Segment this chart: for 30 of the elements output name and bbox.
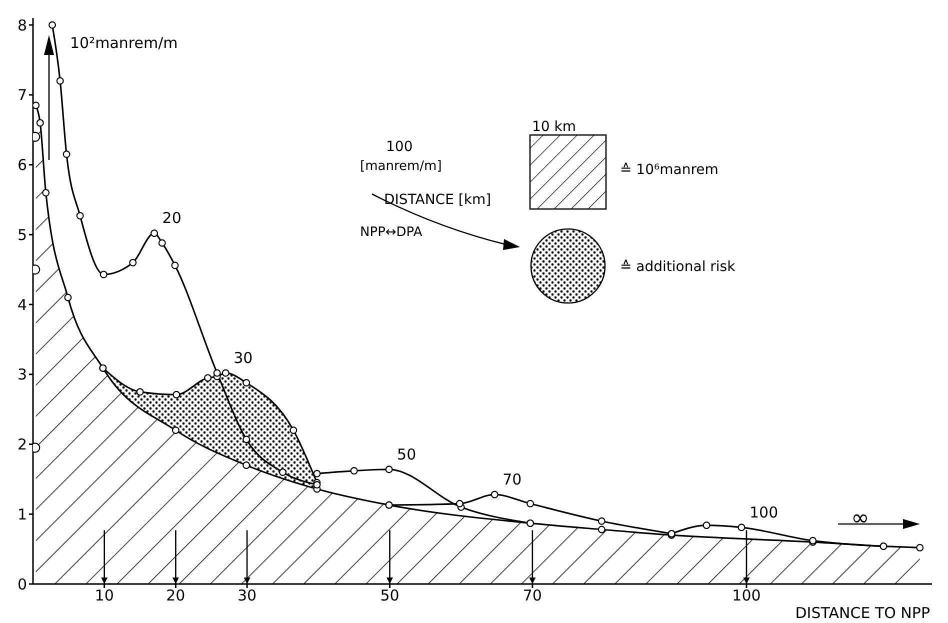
annotation: DISTANCE [km]	[384, 192, 492, 208]
x-tick-label: 30	[238, 586, 257, 605]
annotation: ≙ 10⁶manrem	[620, 162, 718, 178]
x-tick-label: 70	[522, 586, 542, 605]
x-tick-label: 20	[166, 586, 186, 605]
annotation: 10 km	[532, 119, 576, 135]
y-tick-label: 1	[17, 505, 27, 524]
y-tick-label: 0	[17, 575, 27, 594]
x-tick-label: 50	[380, 586, 400, 605]
y-tick-label: 2	[17, 436, 27, 454]
y-tick-label: 7	[17, 86, 27, 104]
y-tick-label: 6	[17, 156, 27, 174]
y-tick-label: 3	[17, 366, 27, 384]
x-tick-label: 100	[732, 586, 761, 605]
annotation: 70	[502, 470, 522, 489]
y-tick-label: 4	[17, 296, 27, 314]
annotation: ≙ additional risk	[620, 259, 736, 275]
annotation: 50	[397, 445, 416, 464]
annotation: [manrem/m]	[360, 159, 442, 174]
annotation: ∞	[851, 506, 870, 531]
annotation: NPP↔DPA	[360, 225, 422, 240]
y-tick-label: 5	[17, 226, 27, 244]
annotation: 100	[750, 503, 778, 522]
annotation: 10²manrem/m	[70, 34, 178, 52]
annotation: 30	[234, 348, 253, 367]
annotation: 20	[162, 209, 182, 228]
x-tick-label: 10	[94, 586, 114, 605]
x-axis-title: DISTANCE TO NPP	[795, 604, 930, 622]
y-tick-label: 8	[17, 16, 27, 34]
annotation: 100	[386, 139, 413, 155]
